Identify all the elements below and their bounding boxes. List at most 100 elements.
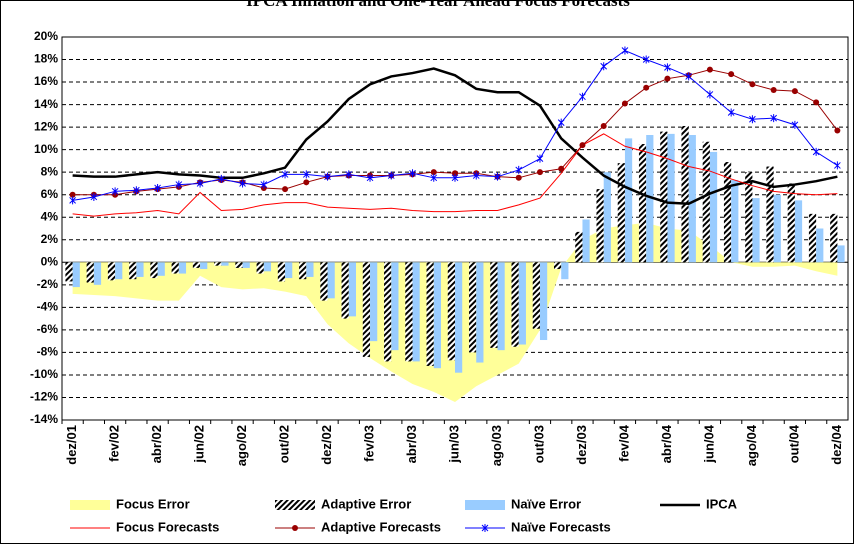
bar <box>709 151 718 263</box>
marker <box>345 170 353 179</box>
x-tick-label: abr/04 <box>659 424 674 463</box>
x-tick-label: abr/03 <box>404 425 419 463</box>
x-tick-label: jun/04 <box>701 424 716 463</box>
y-tick-label: 6% <box>41 187 59 201</box>
bar <box>455 262 463 373</box>
bar <box>575 231 583 263</box>
bar <box>384 262 392 362</box>
marker <box>791 120 799 129</box>
bar <box>86 262 94 283</box>
marker <box>303 179 310 186</box>
bar <box>476 262 484 363</box>
plot-border <box>61 36 849 421</box>
marker <box>600 122 607 129</box>
bar <box>617 163 625 263</box>
y-tick-label: 0% <box>41 254 59 268</box>
marker <box>664 75 671 82</box>
marker <box>324 172 331 181</box>
marker <box>494 172 501 181</box>
bar <box>681 125 689 263</box>
marker <box>579 142 586 149</box>
bar <box>327 262 335 299</box>
marker <box>515 174 522 181</box>
bar <box>787 183 795 263</box>
bar <box>808 213 817 263</box>
bar <box>539 262 548 341</box>
legend-label: Adaptive Forecasts <box>321 519 441 534</box>
bar <box>277 262 286 282</box>
marker <box>90 192 98 201</box>
legend-label: Focus Forecasts <box>116 519 219 534</box>
bar <box>341 262 349 319</box>
bar <box>582 219 590 263</box>
marker <box>154 183 161 192</box>
line <box>72 133 838 217</box>
marker <box>812 147 820 156</box>
bar <box>107 262 116 281</box>
y-tick-label: 4% <box>41 209 59 223</box>
bar <box>115 262 123 280</box>
marker <box>770 86 777 93</box>
bar <box>171 262 179 274</box>
x-tick-label: jun/02 <box>192 425 207 464</box>
x-tick-label: fev/02 <box>107 425 122 462</box>
legend-label: Naïve Forecasts <box>511 519 611 534</box>
bar <box>256 262 264 274</box>
bar <box>596 189 604 263</box>
x-tick-label: ago/04 <box>744 424 759 466</box>
bar <box>178 262 187 274</box>
x-tick-label: ago/03 <box>489 425 504 466</box>
bar <box>320 262 328 301</box>
marker <box>282 186 289 193</box>
marker <box>834 127 841 134</box>
bar <box>752 198 760 263</box>
marker <box>292 525 298 531</box>
marker <box>281 170 289 179</box>
marker <box>728 71 735 78</box>
marker <box>749 81 756 88</box>
bar <box>561 262 569 280</box>
bar <box>723 162 732 263</box>
y-tick-label: 14% <box>34 97 58 111</box>
marker <box>260 180 268 189</box>
bar <box>511 262 519 347</box>
y-tick-label: -2% <box>37 277 59 291</box>
x-tick-label: dez/04 <box>829 424 844 465</box>
bar <box>830 213 838 263</box>
marker <box>132 186 140 195</box>
marker <box>481 524 489 532</box>
bar <box>426 262 434 366</box>
bar <box>214 262 222 266</box>
marker <box>813 99 820 106</box>
marker <box>387 171 395 180</box>
legend-label: Naïve Error <box>511 496 581 511</box>
marker <box>536 154 544 163</box>
x-tick-label: fev/04 <box>616 424 631 462</box>
marker <box>643 84 650 91</box>
bar <box>667 133 675 263</box>
marker <box>196 179 204 188</box>
marker <box>430 173 438 182</box>
legend-label: Adaptive Error <box>321 496 411 511</box>
bar <box>702 141 710 263</box>
marker <box>706 66 713 73</box>
bar <box>150 262 158 279</box>
bar <box>646 135 654 263</box>
legend-label: Focus Error <box>116 496 190 511</box>
marker <box>557 118 565 127</box>
y-tick-label: 18% <box>34 52 58 66</box>
y-tick-label: 10% <box>34 142 58 156</box>
marker <box>217 174 225 183</box>
bar <box>433 262 441 369</box>
marker <box>111 187 119 196</box>
x-tick-label: out/02 <box>276 425 291 463</box>
marker <box>430 169 437 176</box>
x-tick-label: fev/03 <box>361 425 376 462</box>
marker <box>664 63 671 72</box>
bar <box>136 262 144 277</box>
bar <box>242 262 250 268</box>
y-tick-label: -4% <box>37 300 59 314</box>
bar <box>660 131 668 263</box>
marker <box>451 173 459 182</box>
